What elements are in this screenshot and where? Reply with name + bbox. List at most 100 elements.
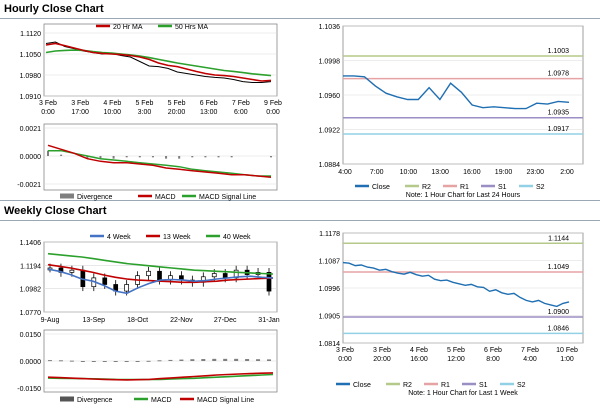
weekly-divergence-bar	[223, 358, 228, 361]
hourly-close24-note: Note: 1 Hour Chart for Last 24 Hours	[406, 192, 521, 199]
weekly-divergence-bar	[256, 359, 261, 361]
hourly-xtick-time: 0:00	[266, 109, 280, 116]
weekly-close1w-xtick-time: 20:00	[373, 356, 391, 363]
weekly-candle-body	[146, 270, 151, 277]
weekly-macd-line	[47, 372, 274, 381]
hourly-close24-xtick: 7:00	[370, 169, 384, 176]
hourly-xtick-time: 3:00	[138, 109, 152, 116]
hourly-close24-xtick: 23:00	[527, 169, 545, 176]
hourly-xtick-time: 6:00	[234, 109, 248, 116]
weekly-close1w-level-label-s2: 1.0846	[548, 325, 570, 332]
hourly-close24-legend-close-label: Close	[372, 184, 390, 191]
weekly-close1w-xtick-date: 6 Feb	[484, 347, 502, 354]
weekly-close1w-ytick: 1.0905	[319, 314, 341, 321]
weekly-divergence-bar	[179, 359, 184, 361]
hourly-main-ytick: 1.0910	[20, 94, 42, 101]
weekly-divergence-bar	[234, 358, 239, 361]
hourly-xtick-date: 5 Feb	[135, 100, 153, 107]
weekly-divergence-bar	[80, 361, 85, 362]
weekly-close1w-ytick: 1.1087	[319, 259, 341, 266]
weekly-close1w-xtick-date: 5 Feb	[447, 347, 465, 354]
weekly-section-title: Weekly Close Chart	[4, 205, 107, 217]
weekly-close1w-level-label-s1: 1.0900	[548, 309, 570, 316]
hourly-macd-signal-line	[48, 149, 271, 177]
weekly-divergence-bar	[113, 361, 118, 362]
weekly-legend-13week-label: 13 Week	[163, 234, 191, 241]
hourly-main-ytick: 1.1050	[20, 52, 42, 59]
hourly-close24-xtick: 13:00	[431, 169, 449, 176]
hourly-xtick-date: 5 Feb	[168, 100, 186, 107]
weekly-divergence-bar	[58, 360, 63, 362]
hourly-xtick-time: 17:00	[71, 109, 89, 116]
weekly-close1w-xtick-time: 4:00	[523, 356, 537, 363]
hourly-xtick-time: 0:00	[41, 109, 55, 116]
weekly-close1w-xtick-date: 4 Feb	[410, 347, 428, 354]
hourly-xtick-date: 6 Feb	[200, 100, 218, 107]
weekly-divergence-bar	[91, 361, 96, 362]
section-divider-weekly	[0, 220, 600, 221]
hourly-xtick-time: 10:00	[104, 109, 122, 116]
weekly-close1w-xtick-time: 1:00	[560, 356, 574, 363]
hourly-close24-ytick: 1.1036	[319, 24, 341, 31]
hourly-close24-level-label-s2: 1.0917	[548, 126, 570, 133]
weekly-divergence-bar	[48, 360, 52, 362]
hourly-legend-20hr-label: 20 Hr MA	[113, 24, 143, 31]
weekly-xtick: 13-Sep	[83, 317, 106, 324]
weekly-candle-body	[222, 273, 228, 279]
section-divider-top	[0, 18, 600, 19]
weekly-close1w-xtick-date: 10 Feb	[556, 347, 578, 354]
weekly-13week-line	[47, 263, 274, 284]
hourly-macd-frame	[43, 123, 278, 191]
weekly-close1w-xtick-date: 7 Feb	[521, 347, 539, 354]
weekly-main-ytick: 1.0770	[20, 310, 42, 317]
weekly-close1w-ytick: 1.0814	[319, 341, 341, 348]
weekly-close1w-xtick-date: 3 Feb	[336, 347, 354, 354]
weekly-legend-40week-label: 40 Week	[223, 234, 251, 241]
weekly-xtick: 9-Aug	[41, 317, 60, 324]
hourly-close24-xtick: 10:00	[400, 169, 418, 176]
weekly-candle-body	[69, 269, 75, 273]
hourly-xtick-date: 3 Feb	[39, 100, 57, 107]
weekly-close1w-legend-s1-label: S1	[479, 382, 488, 389]
weekly-candle-body	[266, 272, 272, 292]
hourly-macd-line	[47, 144, 272, 179]
weekly-close1w-xtick-time: 12:00	[447, 356, 465, 363]
hourly-macd-ytick: -0.0021	[17, 182, 41, 189]
hourly-close24-xtick: 16:00	[463, 169, 481, 176]
weekly-macd-ytick: -0.0150	[17, 386, 41, 393]
weekly-divergence-bar	[69, 360, 74, 362]
weekly-xtick: 18-Oct	[127, 317, 148, 324]
weekly-close1w-ytick: 1.1178	[319, 231, 340, 238]
weekly-close1w-legend-r2-label: R2	[403, 382, 412, 389]
hourly-xtick-time: 20:00	[168, 109, 186, 116]
weekly-close1w-legend-close-label: Close	[353, 382, 371, 389]
weekly-divergence-bar	[245, 359, 250, 361]
weekly-close1w-xtick-date: 3 Feb	[373, 347, 391, 354]
hourly-20hr-line	[45, 42, 272, 82]
weekly-divergence-bar	[135, 361, 140, 362]
hourly-xtick-date: 3 Feb	[71, 100, 89, 107]
weekly-close1w-xtick-time: 16:00	[410, 356, 428, 363]
weekly-divergence-bar	[168, 359, 173, 361]
weekly-candle-body	[211, 273, 217, 278]
weekly-main-ytick: 1.1194	[20, 263, 41, 270]
hourly-close24-xtick: 19:00	[495, 169, 513, 176]
weekly-close1w-level-label-r2: 1.1144	[548, 235, 569, 242]
weekly-40week-line	[47, 252, 274, 275]
weekly-legend-macd-label: MACD	[151, 397, 172, 404]
hourly-close24-legend-r2-label: R2	[422, 184, 431, 191]
hourly-close24-ytick: 1.0960	[319, 93, 341, 100]
hourly-xtick-date: 7 Feb	[232, 100, 250, 107]
weekly-main-ytick: 1.1406	[20, 240, 42, 247]
hourly-close24-level-label-r2: 1.1003	[548, 48, 570, 55]
weekly-candle-body	[124, 284, 130, 292]
hourly-legend-signal-label: MACD Signal Line	[199, 194, 256, 201]
weekly-4week-line	[47, 268, 274, 295]
hourly-legend-divergence-label: Divergence	[77, 194, 113, 201]
hourly-xtick-date: 9 Feb	[264, 100, 282, 107]
weekly-main-ytick: 1.0982	[20, 287, 42, 294]
weekly-macd-ytick: 0.0000	[20, 359, 42, 366]
weekly-divergence-bar	[102, 361, 107, 362]
hourly-close24-xtick: 4:00	[338, 169, 352, 176]
weekly-close1w-note: Note: 1 Hour Chart for Last 1 Week	[408, 390, 518, 397]
